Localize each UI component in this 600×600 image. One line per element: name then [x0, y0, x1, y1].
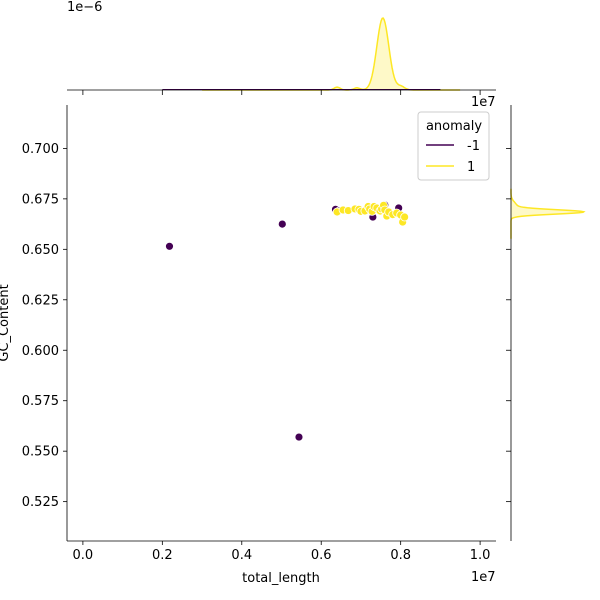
top-marginal: 1e−6 1e7 [67, 0, 496, 110]
legend: anomaly -1 1 [417, 111, 490, 181]
y-tick-label: 0.575 [22, 394, 59, 409]
x-tick-label: 0.4 [231, 548, 252, 563]
right-marginal [506, 105, 586, 541]
x-tick-label: 0.0 [73, 548, 94, 563]
top-scale-label: 1e7 [471, 95, 496, 110]
scatter-point [165, 241, 174, 251]
x-tick-label: 0.8 [390, 548, 411, 563]
scatter-points [165, 200, 410, 442]
scatter-point [400, 212, 410, 222]
scatter-point [294, 432, 304, 442]
y-ticks: 0.525 0.550 0.575 0.600 0.625 0.650 0.675 0.700 [22, 142, 67, 510]
x-tick-label: 1.0 [470, 548, 491, 563]
y-tick-label: 0.525 [22, 495, 59, 510]
right-marginal-ticks [506, 147, 511, 503]
y-tick-label: 0.700 [22, 142, 59, 157]
main-axes: 0.0 0.2 0.4 0.6 0.8 1.0 0.5250.5500.5750.6000… [0, 105, 496, 586]
x-axis-label: total_length [242, 571, 320, 586]
legend-label-1: 1 [467, 160, 475, 175]
x-tick-label: 0.2 [152, 548, 173, 563]
top-kde-fill [202, 18, 461, 91]
y-tick-label: 0.550 [22, 445, 59, 460]
top-marginal-scale: 1e−6 [67, 0, 102, 15]
scatter-point [277, 219, 287, 229]
y-axis-label: GC_Content [0, 284, 12, 361]
legend-title: anomaly [426, 119, 482, 134]
y-tick-label: 0.675 [22, 192, 59, 207]
x-scale-label: 1e7 [471, 570, 496, 585]
x-tick-label: 0.6 [311, 548, 332, 563]
y-tick-label: 0.650 [22, 243, 59, 258]
top-marginal-ticks [82, 90, 481, 95]
y-tick-label: 0.625 [22, 293, 59, 308]
top-kde-line [202, 17, 461, 91]
x-ticks: 0.0 0.2 0.4 0.6 0.8 1.0 [73, 541, 491, 563]
legend-box [417, 111, 490, 181]
y-tick-label: 0.600 [22, 344, 59, 359]
legend-label-neg1: -1 [467, 139, 480, 154]
